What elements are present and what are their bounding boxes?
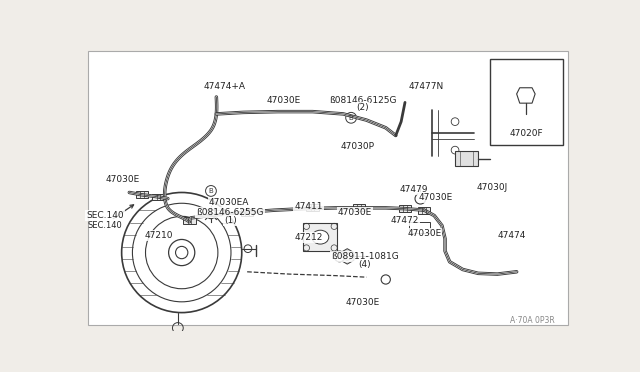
Text: SEC.140: SEC.140	[87, 221, 122, 230]
Text: 47212: 47212	[294, 232, 323, 242]
Text: 47474+A: 47474+A	[204, 83, 246, 92]
Bar	[307, 205, 319, 211]
Text: 47477N: 47477N	[408, 83, 444, 92]
Text: 47030E: 47030E	[346, 298, 380, 307]
Bar	[455, 151, 478, 166]
Text: 47030E: 47030E	[407, 229, 442, 238]
Text: 47030E: 47030E	[338, 208, 372, 217]
Text: 47030P: 47030P	[340, 142, 374, 151]
Bar	[353, 205, 365, 211]
Bar	[303, 223, 337, 251]
Bar	[490, 58, 563, 145]
Bar	[241, 209, 253, 216]
Bar	[418, 207, 431, 214]
Text: 47030E: 47030E	[266, 96, 300, 105]
Bar	[409, 222, 431, 232]
Text: A·70A 0P3R: A·70A 0P3R	[511, 316, 555, 325]
Text: 47030J: 47030J	[477, 183, 508, 192]
Text: 47472: 47472	[391, 216, 419, 225]
Text: ß08911-1081G: ß08911-1081G	[331, 252, 399, 261]
Text: 47030E: 47030E	[106, 175, 140, 184]
Bar	[152, 194, 164, 201]
Text: 47411: 47411	[294, 202, 323, 211]
Circle shape	[334, 251, 345, 262]
Text: ß08146-6255G: ß08146-6255G	[196, 208, 264, 217]
Text: (2): (2)	[356, 103, 369, 112]
Text: 47474: 47474	[497, 231, 526, 240]
Circle shape	[346, 112, 356, 123]
Text: 47030E: 47030E	[419, 193, 453, 202]
Bar	[399, 205, 411, 212]
Text: SEC.140: SEC.140	[86, 211, 124, 220]
Bar	[183, 217, 196, 224]
Text: 47020F: 47020F	[509, 129, 543, 138]
Text: B: B	[349, 115, 353, 121]
Text: ß08146-6125G: ß08146-6125G	[329, 96, 396, 105]
Bar	[136, 192, 148, 198]
Text: 47479: 47479	[400, 185, 429, 194]
Ellipse shape	[312, 230, 329, 244]
Text: N: N	[337, 253, 342, 259]
Text: 47030EA: 47030EA	[209, 198, 249, 207]
Circle shape	[205, 186, 216, 196]
Text: (1): (1)	[224, 216, 237, 225]
Text: 47210: 47210	[145, 231, 173, 240]
Text: B: B	[209, 188, 213, 194]
Text: (4): (4)	[358, 260, 371, 269]
